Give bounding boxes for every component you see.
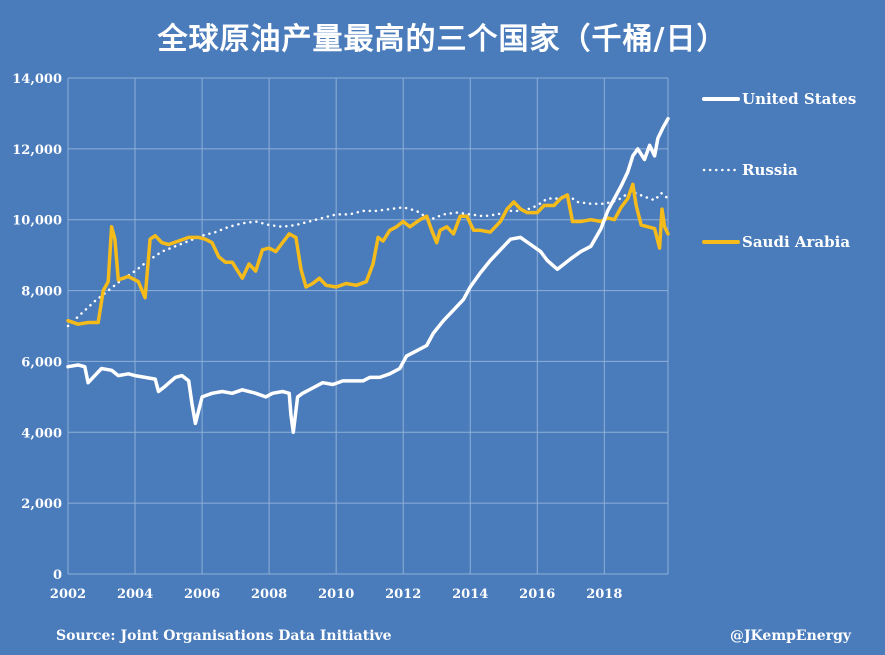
chart-title: 全球原油产量最高的三个国家（千桶/日） <box>157 22 728 57</box>
series-line-saudi-arabia <box>66 182 670 326</box>
legend-label-saudi-arabia: Saudi Arabia <box>742 233 850 251</box>
x-axis-tick-labels: 2002 2004 2006 2008 2010 2012 2014 2016 2018 <box>50 587 623 602</box>
legend-label-russia: Russia <box>742 161 798 179</box>
y-tick-label: 12,000 <box>12 143 62 158</box>
y-tick-label: 4,000 <box>21 426 62 441</box>
x-tick-label: 2016 <box>519 587 555 602</box>
series-lines <box>66 116 670 435</box>
legend-label-united-states: United States <box>742 90 856 108</box>
x-tick-label: 2018 <box>586 587 622 602</box>
y-tick-label: 8,000 <box>21 285 62 300</box>
x-tick-label: 2006 <box>184 587 220 602</box>
plot-area <box>68 78 668 574</box>
y-tick-label: 0 <box>53 568 62 583</box>
grid-lines <box>67 77 669 575</box>
series-line-russia <box>66 190 670 328</box>
x-tick-label: 2010 <box>318 587 354 602</box>
x-tick-label: 2008 <box>251 587 287 602</box>
x-tick-label: 2012 <box>385 587 421 602</box>
x-tick-label: 2014 <box>452 587 488 602</box>
y-tick-label: 2,000 <box>21 497 62 512</box>
y-tick-label: 14,000 <box>12 72 62 87</box>
source-note: Source: Joint Organisations Data Initiat… <box>56 628 392 644</box>
series-line-united-states <box>66 116 670 435</box>
y-tick-label: 10,000 <box>12 214 62 229</box>
x-tick-label: 2002 <box>50 587 86 602</box>
credit-handle: @JKempEnergy <box>729 628 851 644</box>
legend: United States Russia Saudi Arabia <box>702 90 856 251</box>
y-axis-tick-labels: 0 2,000 4,000 6,000 8,000 10,000 12,000 14,000 <box>12 72 62 583</box>
x-tick-label: 2004 <box>117 587 153 602</box>
y-tick-label: 6,000 <box>21 355 62 370</box>
